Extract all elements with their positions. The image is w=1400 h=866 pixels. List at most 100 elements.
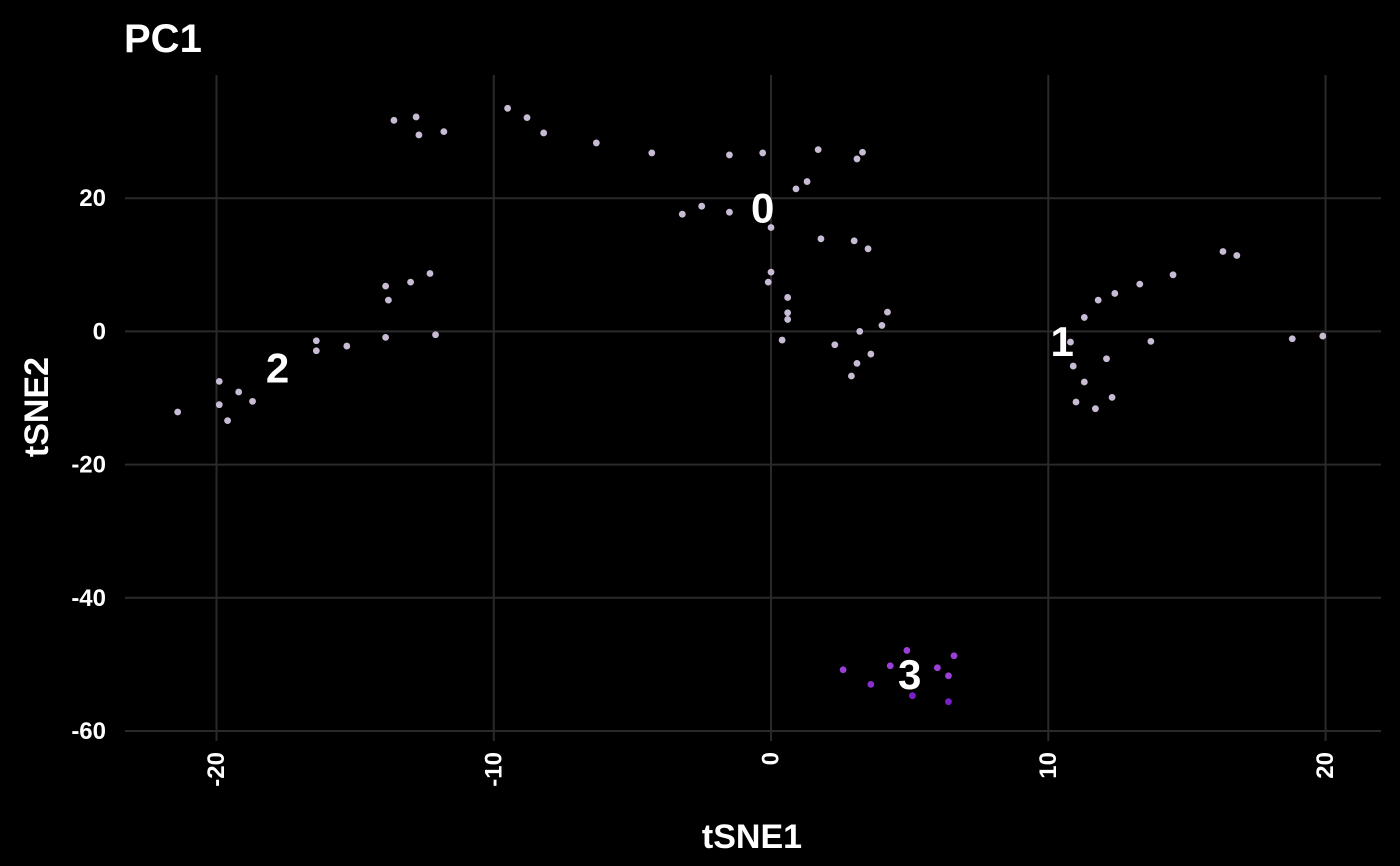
data-point xyxy=(850,237,858,245)
data-point xyxy=(848,372,855,380)
data-point xyxy=(950,652,958,660)
y-tick-label: 0 xyxy=(93,318,106,345)
data-point xyxy=(1111,290,1119,297)
data-point xyxy=(1069,362,1077,370)
data-point xyxy=(945,672,952,680)
data-point xyxy=(884,308,891,316)
y-axis-title: tSNE2 xyxy=(18,357,56,457)
data-point xyxy=(415,131,423,139)
x-tick-label: -10 xyxy=(480,752,507,787)
data-point xyxy=(878,322,886,329)
x-tick-label: 0 xyxy=(758,752,785,765)
data-point xyxy=(726,151,733,159)
cluster-label: 3 xyxy=(898,651,921,698)
data-point xyxy=(1169,271,1177,279)
data-point xyxy=(945,698,952,706)
data-point xyxy=(540,129,548,137)
data-point xyxy=(1219,248,1227,255)
data-point xyxy=(784,316,792,323)
data-point xyxy=(814,146,822,153)
data-point xyxy=(1080,314,1088,321)
data-point xyxy=(343,342,351,350)
data-point xyxy=(412,113,420,121)
data-point xyxy=(767,268,775,276)
data-point xyxy=(698,202,706,210)
data-point xyxy=(312,337,320,345)
data-point xyxy=(384,296,392,304)
data-point xyxy=(759,149,767,157)
data-point xyxy=(856,328,864,335)
y-tick-label: -20 xyxy=(71,452,106,479)
data-point xyxy=(382,334,390,341)
grid-lines xyxy=(125,75,1381,741)
x-tick-label: -20 xyxy=(203,752,230,787)
data-point xyxy=(909,692,916,700)
data-point xyxy=(784,294,792,301)
data-point xyxy=(504,104,512,112)
data-point xyxy=(817,235,825,243)
x-axis-title: tSNE1 xyxy=(702,818,802,856)
data-point xyxy=(382,282,390,290)
data-point xyxy=(784,309,792,317)
data-point xyxy=(648,149,656,157)
data-point xyxy=(1233,252,1241,259)
cluster-label: 1 xyxy=(1050,318,1073,365)
data-point xyxy=(853,155,861,163)
data-point xyxy=(1080,378,1088,386)
data-point xyxy=(235,388,243,396)
data-point xyxy=(831,341,839,349)
data-point xyxy=(778,336,786,344)
x-tick-label: 20 xyxy=(1312,752,1339,779)
y-tick-label: -60 xyxy=(71,718,106,745)
chart-title: PC1 xyxy=(124,17,202,61)
x-tick-label: 10 xyxy=(1035,752,1062,779)
data-point xyxy=(174,408,182,416)
cluster-labels: 0 1 2 3 xyxy=(266,185,1074,698)
data-point xyxy=(864,245,872,253)
data-point xyxy=(1288,335,1296,343)
data-point xyxy=(764,278,772,286)
data-point xyxy=(867,680,875,688)
data-point xyxy=(839,666,847,674)
y-tick-label: 20 xyxy=(79,185,106,212)
data-point xyxy=(224,417,231,425)
data-point xyxy=(1319,332,1327,340)
data-point xyxy=(426,270,434,277)
data-point xyxy=(792,185,800,193)
data-point xyxy=(1136,280,1144,288)
cluster-label: 2 xyxy=(266,345,289,392)
data-points xyxy=(174,104,1327,706)
data-point xyxy=(1147,338,1155,345)
data-point xyxy=(853,359,861,367)
data-point xyxy=(215,401,223,409)
data-point xyxy=(1103,355,1110,363)
data-point xyxy=(523,114,531,122)
data-point xyxy=(803,178,811,185)
data-point xyxy=(767,224,775,231)
x-axis-ticks: -20 -10 0 10 20 xyxy=(203,752,1339,787)
cluster-label: 0 xyxy=(751,185,774,232)
data-point xyxy=(215,377,223,385)
data-point xyxy=(390,116,398,124)
data-point xyxy=(407,278,414,286)
data-point xyxy=(1072,398,1080,406)
data-point xyxy=(249,397,256,405)
y-tick-label: -40 xyxy=(71,585,106,612)
data-point xyxy=(432,331,439,339)
data-point xyxy=(1108,393,1116,401)
data-point xyxy=(867,350,875,358)
data-point xyxy=(1094,296,1102,304)
data-point xyxy=(440,128,448,136)
y-axis-ticks: -60 -40 -20 0 20 xyxy=(71,185,106,745)
data-point xyxy=(933,664,941,672)
data-point xyxy=(312,347,320,355)
data-point xyxy=(886,662,894,670)
data-point xyxy=(726,208,733,216)
data-point xyxy=(903,647,911,654)
data-point xyxy=(1092,405,1099,413)
data-point xyxy=(859,148,866,156)
data-point xyxy=(592,139,600,147)
data-point xyxy=(1067,338,1074,346)
